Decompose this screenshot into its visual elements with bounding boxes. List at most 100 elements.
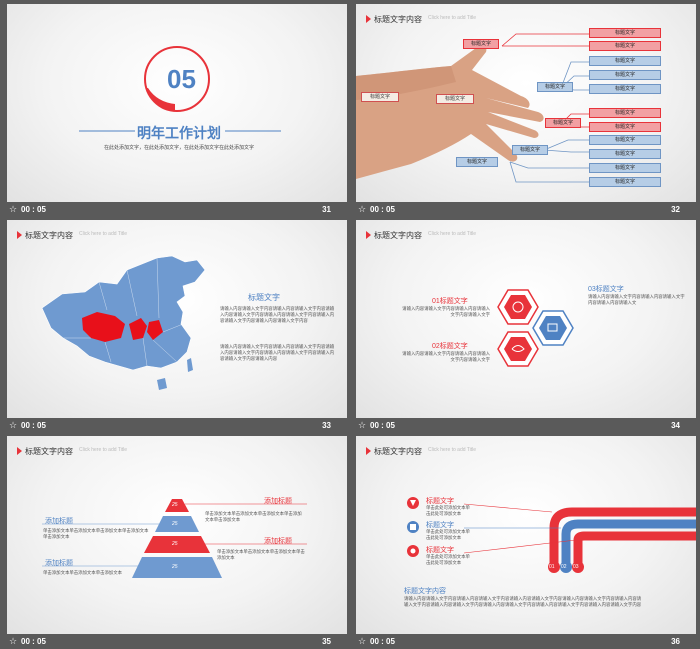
tier-label-4: 25 <box>172 564 178 570</box>
map-text-paragraph-1: 请输入内容请输入文字内容请输入内容请输入文字内容请输入内容请输入文字内容请输入内… <box>220 306 335 323</box>
transition-star-icon: ☆ <box>9 420 18 430</box>
right-label-6: 标题文字 <box>589 108 661 118</box>
slide-timing: 00 : 05 <box>370 205 395 214</box>
transition-star-icon: ☆ <box>9 204 18 214</box>
right-item-2-text: 单击添加文本单击添加文本单击添加文本单击添加文本 <box>217 549 305 560</box>
slide-canvas: 标题文字内容 Click here to add Title 01 02 03 … <box>356 436 696 634</box>
hand-label-7: 标题文字 <box>436 94 474 104</box>
hand-label-4: 标题文字 <box>512 145 548 155</box>
pipe-label-03: 03 <box>573 564 579 570</box>
right-label-11: 标题文字 <box>589 177 661 187</box>
slide-timing: 00 : 05 <box>21 637 46 646</box>
slide-thumbnail-36[interactable]: 标题文字内容 Click here to add Title 01 02 03 … <box>356 436 696 649</box>
bottom-text: 请输入内容请输入文字内容请输入内容请输入文字内容请输入内容请输入文字内容请输入内… <box>404 596 642 607</box>
item-1-text: 请输入内容请输入文字内容请输入内容请输入文字内容请输入文字 <box>402 306 490 317</box>
tier-label-1: 25 <box>172 502 178 508</box>
slide-number: 35 <box>322 637 331 646</box>
pipe-label-01: 01 <box>549 564 555 570</box>
header-title: 标题文字内容 <box>374 447 422 456</box>
header-title: 标题文字内容 <box>25 447 73 456</box>
map-text-title: 标题文字 <box>248 293 280 302</box>
header-flag-icon <box>366 231 371 239</box>
item-3-text: 请输入内容请输入文字内容请输入内容请输入文字内容请输入内容请输入文 <box>588 294 685 305</box>
left-item-2-title: 添加标题 <box>45 560 73 567</box>
header-subtitle: Click here to add Title <box>79 447 128 453</box>
slide-number: 36 <box>671 637 680 646</box>
hand-image <box>356 33 589 183</box>
slide-thumbnail-34[interactable]: 标题文字内容 Click here to add Title 01标题文字 请输… <box>356 220 696 433</box>
header-title: 标题文字内容 <box>374 15 422 24</box>
slide-thumbnail-35[interactable]: 标题文字内容 Click here to add Title 25 25 25 … <box>7 436 347 649</box>
transition-star-icon: ☆ <box>9 636 18 646</box>
pipe-graphic <box>407 497 696 573</box>
right-label-10: 标题文字 <box>589 163 661 173</box>
header-subtitle: Click here to add Title <box>79 231 128 237</box>
hand-label-6: 标题文字 <box>361 92 399 102</box>
header-subtitle: Click here to add Title <box>428 447 477 453</box>
item-2-text: 请输入内容请输入文字内容请输入内容请输入文字内容请输入文字 <box>402 351 490 362</box>
slide-canvas: 标题文字内容 Click here to add Title 标题文字 请输入内… <box>7 220 347 418</box>
slide-footer: ☆ 00 : 05 36 <box>356 634 696 649</box>
header-title: 标题文字内容 <box>25 231 73 240</box>
item-1-title: 01标题文字 <box>432 298 468 305</box>
china-map <box>41 255 206 390</box>
section-title: 明年工作计划 <box>137 125 221 141</box>
right-item-1-title: 添加标题 <box>264 498 292 505</box>
slide-thumbnail-31[interactable]: 05 明年工作计划 在此处添加文字，在此处添加文字，在此处添加文字在此处添加文字… <box>7 4 347 217</box>
slide-number: 31 <box>322 205 331 214</box>
tier-label-2: 25 <box>172 521 178 527</box>
slide-timing: 00 : 05 <box>21 205 46 214</box>
right-label-3: 标题文字 <box>589 56 661 66</box>
section-number: 05 <box>167 64 196 94</box>
tier-label-3: 25 <box>172 541 178 547</box>
transition-star-icon: ☆ <box>358 420 367 430</box>
transition-star-icon: ☆ <box>358 204 367 214</box>
slide-thumbnail-32[interactable]: 标题文字内容 Click here to add Title <box>356 4 696 217</box>
left-item-1-text: 单击添加文本单击添加文本单击添加文本单击添加文本单击添加文本 <box>43 528 149 539</box>
slide-footer: ☆ 00 : 05 35 <box>7 634 347 649</box>
bottom-title: 标题文字内容 <box>404 588 446 595</box>
slide-footer: ☆ 00 : 05 31 <box>7 202 347 217</box>
right-label-4: 标题文字 <box>589 70 661 80</box>
slide-number: 32 <box>671 205 680 214</box>
list-item-1-title: 标题文字 <box>426 498 454 505</box>
slide-timing: 00 : 05 <box>370 421 395 430</box>
slide-canvas: 05 明年工作计划 在此处添加文字，在此处添加文字，在此处添加文字在此处添加文字 <box>7 4 347 202</box>
header-flag-icon <box>366 15 371 23</box>
header-flag-icon <box>17 447 22 455</box>
hand-label-2: 标题文字 <box>537 82 573 92</box>
item-3-title: 03标题文字 <box>588 286 624 293</box>
hand-label-3: 标题文字 <box>545 118 581 128</box>
list-item-3-title: 标题文字 <box>426 547 454 554</box>
item-2-title: 02标题文字 <box>432 343 468 350</box>
header-subtitle: Click here to add Title <box>428 15 477 21</box>
header-title: 标题文字内容 <box>374 231 422 240</box>
hexagon-graphic <box>497 289 574 367</box>
list-item-1-text: 单击此处可添加文本单击此处可添加文本 <box>426 505 470 516</box>
header-flag-icon <box>17 231 22 239</box>
slide-number: 34 <box>671 421 680 430</box>
slide-canvas: 标题文字内容 Click here to add Title 01标题文字 请输… <box>356 220 696 418</box>
slide-timing: 00 : 05 <box>21 421 46 430</box>
list-item-3-text: 单击此处可添加文本单击此处可添加文本 <box>426 554 470 565</box>
right-label-1: 标题文字 <box>589 28 661 38</box>
pipe-label-02: 02 <box>561 564 567 570</box>
pyramid-graphic <box>42 499 307 578</box>
slide-timing: 00 : 05 <box>370 637 395 646</box>
list-item-2-title: 标题文字 <box>426 522 454 529</box>
header-flag-icon <box>366 447 371 455</box>
slide-thumbnail-33[interactable]: 标题文字内容 Click here to add Title 标题文字 请输入内… <box>7 220 347 433</box>
map-text-paragraph-2: 请输入内容请输入文字内容请输入内容请输入文字内容请输入内容请输入文字内容请输入内… <box>220 344 335 361</box>
left-item-2-text: 单击添加文本单击添加文本单击添加文本 <box>43 570 123 575</box>
section-subtitle: 在此处添加文字，在此处添加文字，在此处添加文字在此处添加文字 <box>104 145 255 151</box>
slide-footer: ☆ 00 : 05 32 <box>356 202 696 217</box>
slide-number: 33 <box>322 421 331 430</box>
right-label-7: 标题文字 <box>589 122 661 132</box>
left-item-1-title: 添加标题 <box>45 518 73 525</box>
right-item-2-title: 添加标题 <box>264 538 292 545</box>
section-number-graphic <box>79 46 281 132</box>
hand-label-5: 标题文字 <box>456 157 498 167</box>
slide-canvas: 标题文字内容 Click here to add Title <box>356 4 696 202</box>
list-item-2-text: 单击此处可添加文本单击此处可添加文本 <box>426 529 470 540</box>
slide-footer: ☆ 00 : 05 34 <box>356 418 696 433</box>
